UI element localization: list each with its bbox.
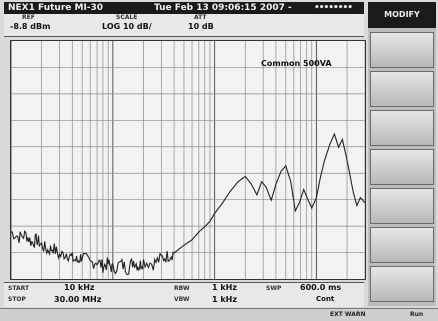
measurement-header: REF -8.8 dBm SCALE LOG 10 dB/ ATT 10 dB bbox=[4, 14, 364, 37]
softkey-6[interactable] bbox=[370, 227, 434, 263]
warning-text: EXT WARN bbox=[330, 311, 366, 318]
sweep-mode[interactable]: Cont bbox=[316, 295, 335, 303]
softkey-panel: MODIFY bbox=[368, 2, 436, 306]
sweep-time[interactable]: 600.0 ms bbox=[300, 283, 342, 292]
stop-label: STOP bbox=[8, 296, 26, 303]
spectrum-chart bbox=[11, 41, 365, 279]
vbw-value[interactable]: 1 kHz bbox=[212, 295, 238, 304]
vertical-gridlines bbox=[11, 41, 365, 279]
horizontal-gridlines bbox=[11, 67, 365, 253]
instrument-model: NEX1 Future MI-30 bbox=[8, 3, 104, 13]
vbw-label: VBW bbox=[174, 296, 190, 303]
spectrum-trace bbox=[11, 132, 365, 276]
ref-value[interactable]: -8.8 dBm bbox=[10, 22, 51, 31]
att-label: ATT bbox=[194, 14, 207, 21]
softkey-4[interactable] bbox=[370, 149, 434, 185]
scale-value[interactable]: LOG 10 dB/ bbox=[102, 22, 152, 31]
sweep-settings: START 10 kHz STOP 30.00 MHz RBW 1 kHz VB… bbox=[4, 282, 364, 307]
softkey-3[interactable] bbox=[370, 110, 434, 146]
start-label: START bbox=[8, 285, 30, 292]
ref-label: REF bbox=[22, 14, 35, 21]
title-bar: NEX1 Future MI-30 Tue Feb 13 09:06:15 20… bbox=[4, 2, 364, 14]
softkey-7[interactable] bbox=[370, 266, 434, 302]
trace-annotation: Common 500VA bbox=[261, 59, 332, 68]
rbw-label: RBW bbox=[174, 285, 190, 292]
start-freq[interactable]: 10 kHz bbox=[64, 283, 95, 292]
run-state: Run bbox=[410, 311, 424, 318]
spectrum-plot: Common 500VA bbox=[10, 40, 366, 280]
stop-freq[interactable]: 30.00 MHz bbox=[54, 295, 102, 304]
softkey-2[interactable] bbox=[370, 71, 434, 107]
softkey-5[interactable] bbox=[370, 188, 434, 224]
softkey-1[interactable] bbox=[370, 32, 434, 68]
att-value[interactable]: 10 dB bbox=[188, 22, 214, 31]
sweep-label: SWP bbox=[266, 285, 282, 292]
status-bar: EXT WARN Run bbox=[0, 308, 438, 321]
rbw-value[interactable]: 1 kHz bbox=[212, 283, 238, 292]
status-indicator: •••••••• bbox=[314, 3, 353, 13]
date-time: Tue Feb 13 09:06:15 2007 - bbox=[154, 3, 292, 13]
scale-label: SCALE bbox=[116, 14, 138, 21]
softkey-menu-title: MODIFY bbox=[368, 2, 436, 28]
